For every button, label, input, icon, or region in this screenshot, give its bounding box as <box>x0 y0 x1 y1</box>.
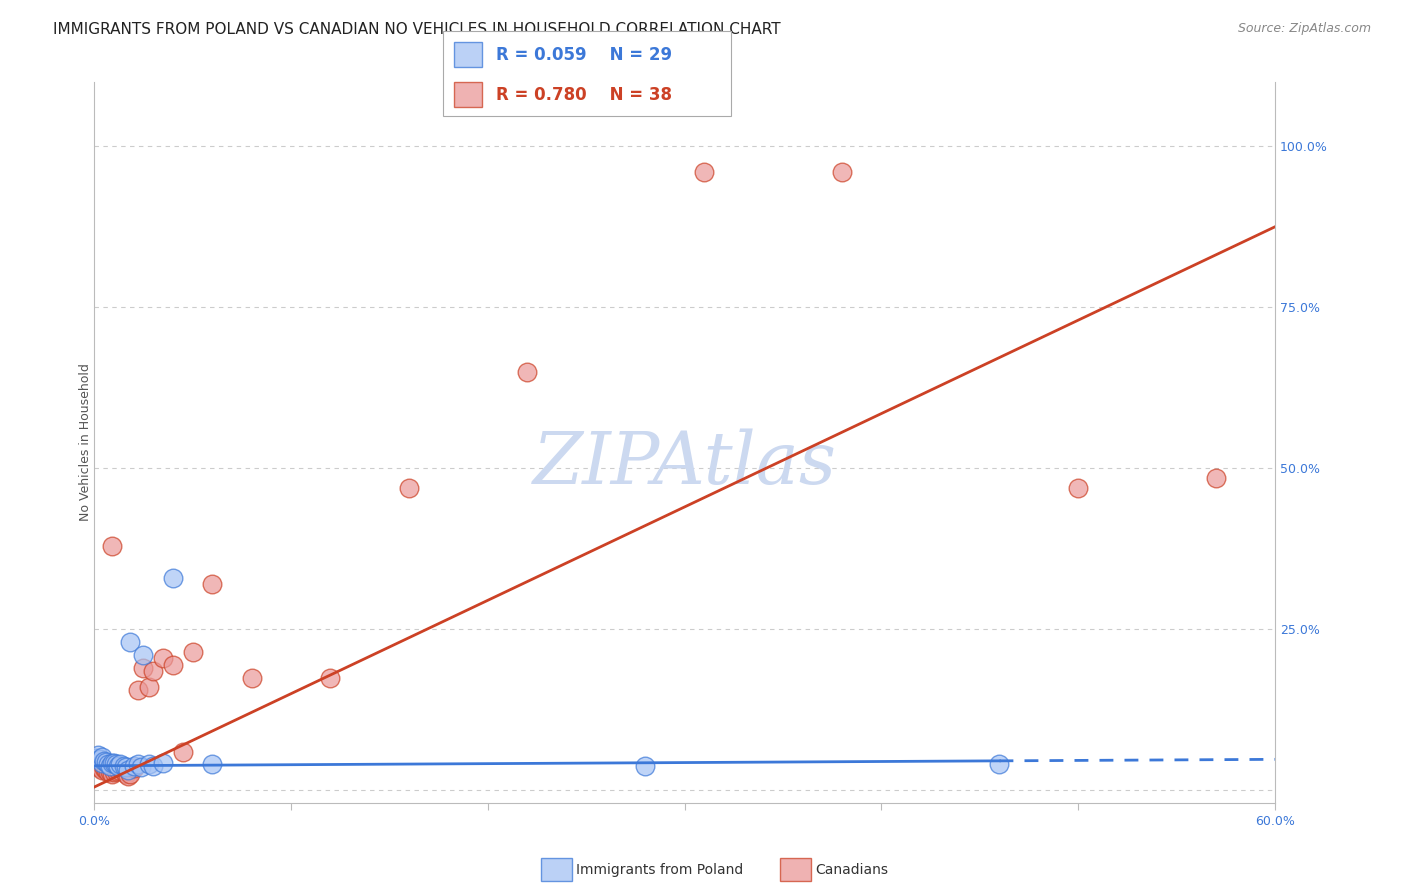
Point <box>319 671 342 685</box>
Point <box>831 165 853 179</box>
Point <box>112 764 135 778</box>
Point <box>108 757 131 772</box>
Point <box>240 671 263 685</box>
Point <box>84 757 107 772</box>
Point <box>108 761 131 775</box>
Y-axis label: No Vehicles in Household: No Vehicles in Household <box>79 364 93 522</box>
Point <box>988 757 1011 772</box>
Point <box>132 661 155 675</box>
Point <box>94 755 117 769</box>
Point <box>112 759 135 773</box>
Point <box>1067 481 1090 495</box>
Point <box>152 756 174 771</box>
Point <box>127 683 149 698</box>
Point <box>172 745 194 759</box>
Point <box>101 756 124 770</box>
Point <box>91 749 114 764</box>
Point <box>162 571 184 585</box>
Point <box>138 757 160 772</box>
Point <box>142 664 165 678</box>
Point <box>516 365 538 379</box>
Point <box>91 756 114 771</box>
Point <box>101 539 124 553</box>
Point <box>101 767 124 781</box>
Text: R = 0.780    N = 38: R = 0.780 N = 38 <box>496 86 672 103</box>
Point <box>89 752 111 766</box>
Point <box>693 165 716 179</box>
Point <box>97 757 120 772</box>
Point <box>131 760 153 774</box>
Point <box>114 767 136 781</box>
Point <box>132 648 155 662</box>
Point <box>93 754 115 768</box>
Point <box>162 657 184 672</box>
Point <box>89 756 111 771</box>
Text: Immigrants from Poland: Immigrants from Poland <box>576 863 744 877</box>
Point <box>117 763 139 777</box>
Text: R = 0.059    N = 29: R = 0.059 N = 29 <box>496 46 672 64</box>
Point <box>87 747 110 762</box>
Point <box>118 635 141 649</box>
Point <box>122 759 145 773</box>
Point <box>117 769 139 783</box>
Point <box>98 765 121 780</box>
Point <box>104 757 127 772</box>
Point <box>93 761 115 775</box>
Text: IMMIGRANTS FROM POLAND VS CANADIAN NO VEHICLES IN HOUSEHOLD CORRELATION CHART: IMMIGRANTS FROM POLAND VS CANADIAN NO VE… <box>53 22 782 37</box>
Point <box>138 680 160 694</box>
Text: Canadians: Canadians <box>815 863 889 877</box>
Point <box>1205 471 1227 485</box>
Point <box>142 759 165 773</box>
Point <box>398 481 420 495</box>
Point <box>152 651 174 665</box>
Point <box>107 763 129 777</box>
Point <box>104 764 127 778</box>
Point <box>94 763 117 777</box>
Point <box>97 765 120 780</box>
Text: Source: ZipAtlas.com: Source: ZipAtlas.com <box>1237 22 1371 36</box>
Point <box>93 759 115 773</box>
Point <box>89 761 111 775</box>
Point <box>103 765 125 780</box>
Point <box>103 756 125 771</box>
Point <box>201 577 224 591</box>
Point <box>181 645 204 659</box>
Point <box>98 759 121 773</box>
Point <box>91 763 114 777</box>
Point <box>201 757 224 772</box>
Point <box>114 760 136 774</box>
Point <box>107 759 129 773</box>
Point <box>634 759 657 773</box>
Point <box>84 751 107 765</box>
Point <box>122 761 145 775</box>
Text: ZIPAtlas: ZIPAtlas <box>533 429 837 500</box>
Point <box>87 759 110 773</box>
Point <box>118 767 141 781</box>
Point <box>127 757 149 772</box>
